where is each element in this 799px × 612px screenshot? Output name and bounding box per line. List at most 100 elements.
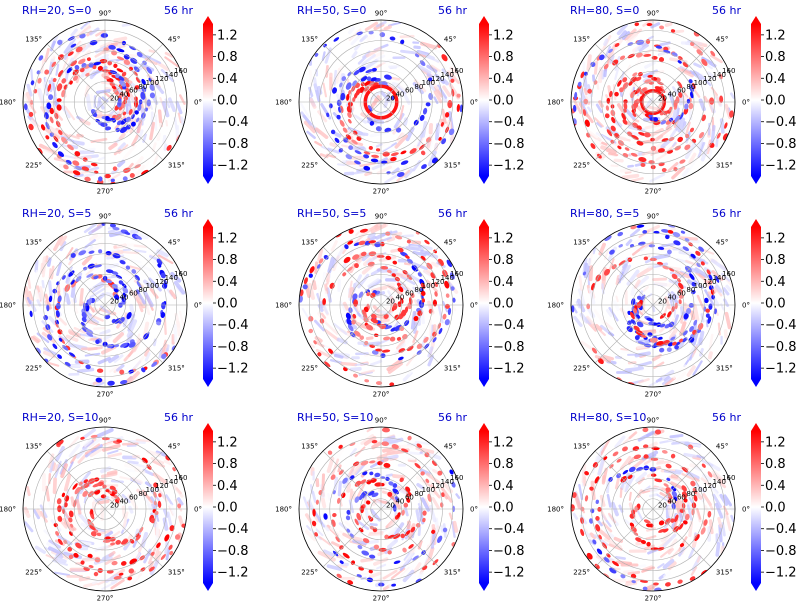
field-streak: [303, 120, 317, 134]
field-streak: [677, 67, 694, 78]
theta-tick-label: 180°: [275, 302, 292, 310]
field-cell: [586, 552, 593, 560]
field-streak: [356, 131, 369, 137]
field-streak: [350, 33, 362, 46]
field-streak: [105, 291, 116, 298]
field-streak: [606, 479, 610, 494]
field-cell: [135, 117, 140, 123]
field-streak: [335, 67, 341, 84]
field-streak: [645, 535, 657, 540]
field-streak: [603, 321, 614, 331]
field-cell: [630, 152, 638, 157]
theta-tick-label: 0°: [194, 506, 202, 514]
field-streak: [674, 371, 687, 384]
field-cell: [148, 77, 152, 82]
colorbar-tick-label: 0.4: [493, 479, 514, 494]
r-gridline: [32, 436, 178, 582]
field-cell: [347, 324, 354, 332]
r-gridline: [591, 243, 715, 367]
field-cell: [587, 88, 593, 94]
field-streak: [385, 116, 393, 124]
field-streak: [435, 123, 440, 141]
field-cell: [674, 145, 681, 151]
theta-tick-label: 315°: [716, 568, 733, 576]
field-streak: [626, 32, 638, 44]
field-cell: [674, 115, 680, 123]
field-cell: [404, 255, 410, 259]
field-streak: [366, 539, 379, 545]
r-tick-label: 80: [138, 286, 147, 294]
field-cell: [706, 269, 711, 275]
r-gridline: [94, 91, 116, 113]
field-streak: [330, 240, 338, 252]
field-streak: [723, 329, 728, 339]
field-cell: [29, 310, 33, 318]
field-streak: [36, 508, 43, 517]
field-streak: [111, 499, 119, 506]
field-streak: [664, 22, 673, 27]
field-streak: [67, 461, 74, 472]
field-streak: [662, 558, 675, 570]
field-cell: [172, 467, 176, 472]
field-streak: [72, 292, 77, 304]
field-cell: [689, 576, 696, 581]
field-cell: [57, 538, 63, 545]
field-cell: [113, 63, 118, 69]
field-streak: [704, 544, 709, 555]
field-cell: [608, 48, 613, 54]
field-cell: [323, 43, 327, 48]
field-cell: [109, 81, 115, 87]
field-streak: [89, 447, 103, 458]
field-cell: [438, 137, 442, 141]
field-streak: [399, 432, 414, 436]
field-streak: [601, 141, 608, 146]
field-streak: [671, 141, 677, 147]
field-streak: [435, 84, 448, 103]
colorbar-body: [479, 431, 489, 583]
field-streak: [48, 472, 52, 485]
field-streak: [692, 88, 701, 98]
field-cell: [633, 454, 642, 460]
field-streak: [180, 116, 185, 126]
field-cell: [621, 112, 627, 121]
field-streak: [160, 68, 175, 82]
field-cell: [642, 586, 648, 591]
field-streak: [327, 147, 340, 154]
theta-tick-label: 0°: [470, 506, 478, 514]
r-tick-label: 20: [386, 502, 395, 510]
theta-tick-label: 225°: [301, 161, 318, 169]
field-streak: [631, 245, 645, 256]
field-cell: [67, 51, 74, 57]
field-cell: [413, 316, 419, 322]
field-streak: [179, 94, 186, 105]
field-cell: [709, 142, 715, 148]
field-cell: [136, 281, 142, 288]
field-cell: [384, 74, 392, 80]
field-cell: [81, 316, 87, 323]
field-streak: [84, 443, 101, 455]
field-cell: [358, 291, 364, 298]
field-streak: [136, 488, 145, 496]
field-streak: [696, 294, 705, 311]
theta-tick-label: 180°: [275, 99, 292, 107]
field-cell: [631, 135, 639, 140]
field-streak: [595, 132, 607, 140]
r-gridline: [611, 467, 695, 551]
field-streak: [387, 84, 400, 94]
field-streak: [98, 100, 105, 110]
field-cell: [622, 446, 628, 452]
r-tick-label: 80: [414, 286, 423, 294]
panel-title: RH=50, S=0: [297, 4, 366, 17]
field-cell: [118, 572, 124, 576]
field-streak: [324, 47, 332, 64]
field-streak: [340, 361, 358, 367]
field-streak: [148, 49, 156, 54]
field-cell: [335, 536, 340, 543]
colorbar-tick-label: 1.2: [765, 28, 786, 43]
field-streak: [704, 289, 715, 306]
polar-panel: 20 40 60 801001201401600°45°90°135°180°225°…: [0, 207, 249, 399]
field-streak: [625, 239, 633, 247]
field-streak: [154, 546, 160, 560]
field-streak: [355, 230, 361, 236]
r-gridline: [642, 91, 664, 113]
